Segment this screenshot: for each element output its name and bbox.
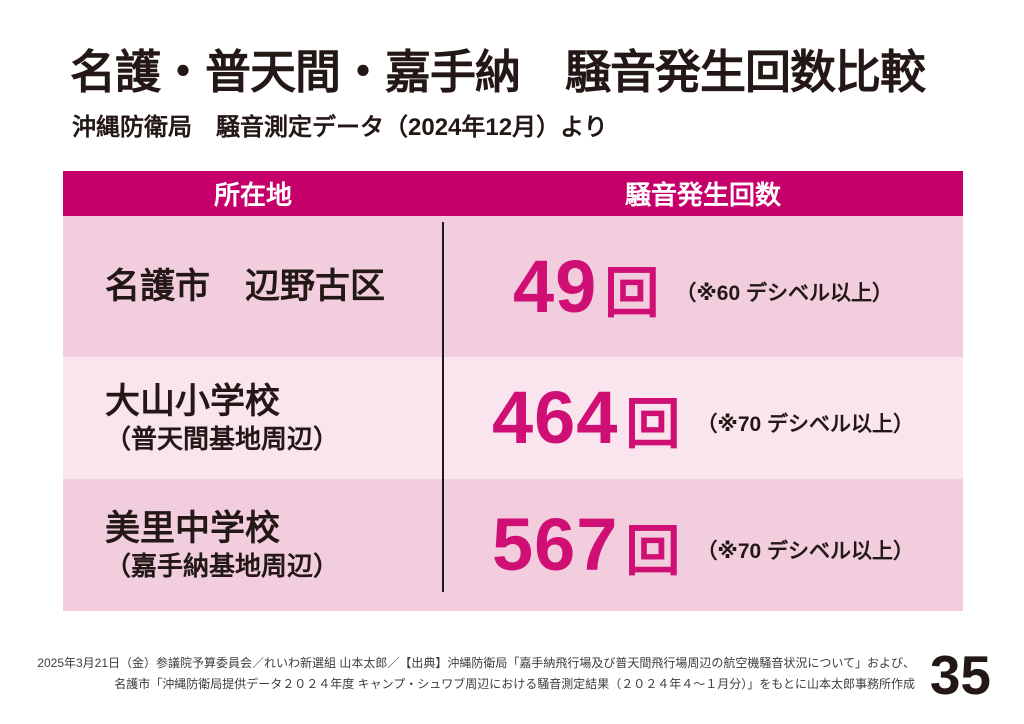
location-name: 美里中学校 bbox=[105, 508, 281, 548]
table-row-misato: 美里中学校 （嘉手納基地周辺） 567 回 （※70 デシベル以上） bbox=[63, 479, 963, 611]
column-divider bbox=[442, 222, 444, 592]
count-cell: 464 回 （※70 デシベル以上） bbox=[443, 357, 963, 479]
page-title: 名護・普天間・嘉手納 騒音発生回数比較 bbox=[70, 46, 926, 98]
table-body: 名護市 辺野古区 49 回 （※60 デシベル以上） 大山小学校 （普天間基地周… bbox=[63, 216, 963, 611]
table-header-location: 所在地 bbox=[213, 180, 292, 210]
count-value: 464 bbox=[491, 376, 619, 459]
location-sub: （普天間基地周辺） bbox=[105, 423, 340, 454]
count-note: （※60 デシベル以上） bbox=[675, 281, 893, 305]
count-cell: 567 回 （※70 デシベル以上） bbox=[443, 479, 963, 611]
count-value: 49 bbox=[513, 244, 598, 328]
table-row-nago: 名護市 辺野古区 49 回 （※60 デシベル以上） bbox=[63, 216, 963, 357]
location-name: 名護市 辺野古区 bbox=[105, 266, 386, 306]
location-cell: 美里中学校 （嘉手納基地周辺） bbox=[63, 479, 443, 611]
count-group: 49 回 bbox=[513, 244, 660, 328]
noise-comparison-table: 所在地 騒音発生回数 名護市 辺野古区 49 回 （※60 デシベル以上） bbox=[63, 171, 963, 611]
count-group: 464 回 bbox=[492, 381, 680, 455]
count-cell: 49 回 （※60 デシベル以上） bbox=[443, 216, 963, 357]
location-cell: 大山小学校 （普天間基地周辺） bbox=[63, 357, 443, 479]
location-cell: 名護市 辺野古区 bbox=[63, 216, 443, 357]
table-row-oyama: 大山小学校 （普天間基地周辺） 464 回 （※70 デシベル以上） bbox=[63, 357, 963, 479]
count-group: 567 回 bbox=[492, 508, 680, 582]
count-unit: 回 bbox=[604, 261, 660, 324]
count-unit: 回 bbox=[625, 393, 681, 455]
page-number: 35 bbox=[929, 644, 991, 706]
count-unit: 回 bbox=[625, 520, 681, 582]
footer-line-1: 2025年3月21日（金）参議院予算委員会／れいわ新選組 山本太郎／【出典】沖縄… bbox=[37, 656, 915, 670]
count-value: 567 bbox=[491, 503, 619, 586]
table-header-count: 騒音発生回数 bbox=[624, 180, 781, 210]
page-subtitle: 沖縄防衛局 騒音測定データ（2024年12月）より bbox=[72, 114, 608, 141]
count-note: （※70 デシベル以上） bbox=[696, 413, 915, 436]
location-name: 大山小学校 bbox=[105, 381, 281, 421]
location-sub: （嘉手納基地周辺） bbox=[105, 550, 340, 581]
table-header-row: 所在地 騒音発生回数 bbox=[63, 171, 963, 216]
footer-attribution: 2025年3月21日（金）参議院予算委員会／れいわ新選組 山本太郎／【出典】沖縄… bbox=[37, 653, 915, 695]
footer-line-2: 名護市「沖縄防衛局提供データ２０２４年度 キャンプ・シュワブ周辺における騒音測定… bbox=[114, 677, 915, 691]
count-note: （※70 デシベル以上） bbox=[696, 540, 915, 563]
